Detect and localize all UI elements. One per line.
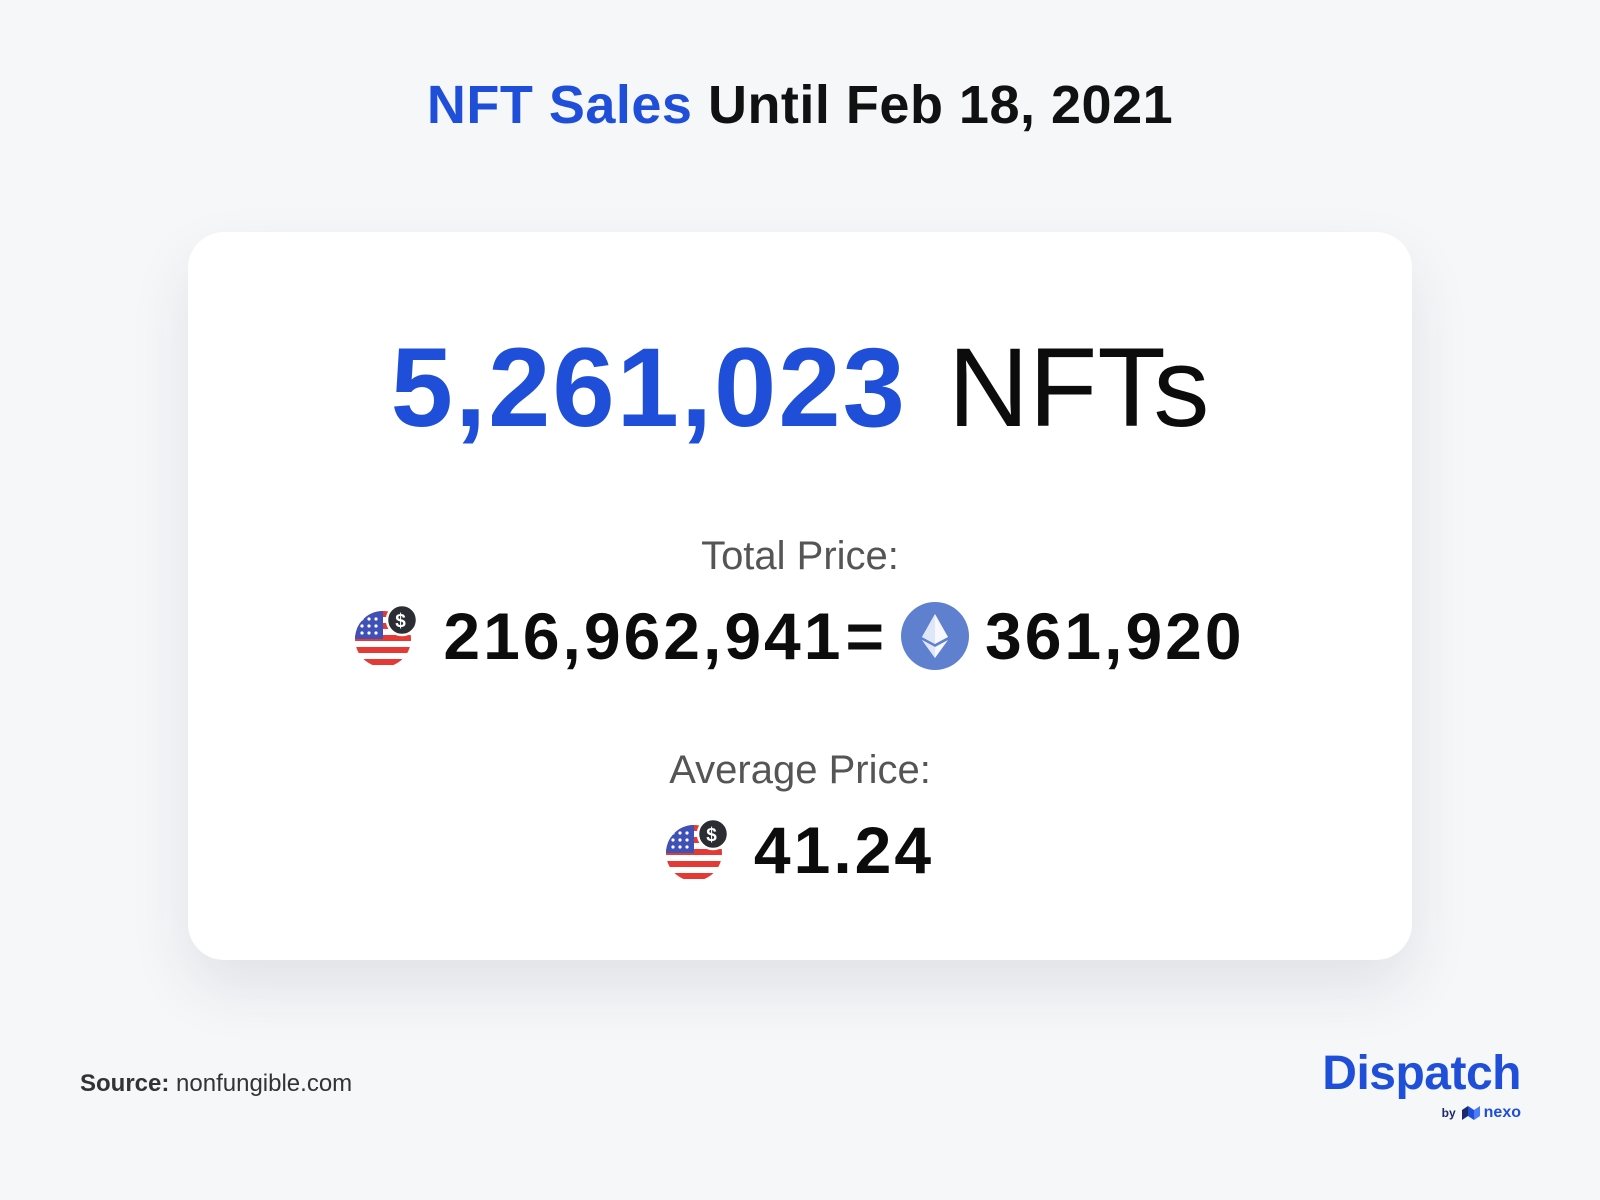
brand-partner: nexo [1483, 1104, 1521, 1121]
source-credit: Source: nonfungible.com [80, 1070, 352, 1098]
ethereum-icon [901, 602, 969, 670]
page-title: NFT Sales Until Feb 18, 2021 [0, 74, 1600, 136]
average-usd-value: 41.24 [753, 813, 935, 887]
total-price-label: Total Price: [701, 534, 899, 578]
nft-count-line: 5,261,023 NFTs [188, 332, 1412, 444]
source-label: Source: [80, 1070, 170, 1097]
average-price-row: $ 41.24 [188, 810, 1412, 890]
page-title-rest: Until Feb 18, 2021 [707, 75, 1174, 135]
brand-logo: Dispatch by nexo [1296, 1050, 1521, 1122]
stats-card: 5,261,023 NFTs Total Price: [188, 232, 1412, 960]
us-flag-dollar-icon: $ [665, 819, 728, 881]
svg-text:$: $ [706, 825, 720, 846]
svg-text:$: $ [396, 611, 410, 632]
page-title-accent: NFT Sales [426, 75, 693, 135]
source-link: nonfungible.com [176, 1070, 353, 1097]
brand-sub: by nexo [1442, 1104, 1521, 1122]
total-usd-value: 216,962,941 [443, 599, 844, 673]
nexo-icon [1461, 1106, 1480, 1120]
total-eth-value: 361,920 [985, 599, 1245, 673]
brand-name: Dispatch [1322, 1047, 1521, 1100]
equals-sign: = [845, 599, 887, 673]
nft-count: 5,261,023 [390, 325, 907, 450]
average-price-label: Average Price: [669, 748, 931, 792]
us-flag-dollar-icon: $ [355, 605, 418, 667]
nft-unit: NFTs [948, 325, 1210, 450]
brand-by: by [1441, 1106, 1456, 1120]
total-price-row: $ 216,962,941 = 361,920 [188, 596, 1412, 676]
